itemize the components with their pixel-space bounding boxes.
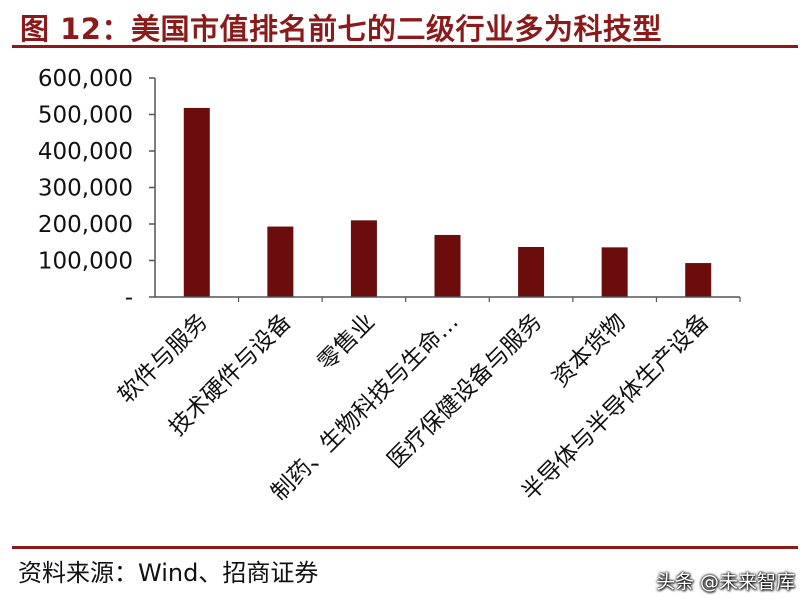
y-tick-label: 500,000 — [38, 103, 133, 129]
bar — [183, 107, 210, 298]
y-tick-label: 200,000 — [38, 212, 133, 238]
y-tick-label: 100,000 — [38, 249, 133, 275]
x-tick-label: 医疗保健设备与服务 — [383, 309, 548, 474]
title-rule — [12, 45, 798, 48]
source-rule — [12, 546, 798, 549]
x-tick-label: 零售业 — [313, 309, 380, 376]
y-tick-label: 300,000 — [38, 176, 133, 202]
source-note: 资料来源：Wind、招商证券 — [18, 559, 319, 587]
bar — [685, 263, 712, 297]
y-tick-label: 400,000 — [38, 139, 133, 165]
watermark: 头条 @未来智库 — [655, 571, 795, 593]
bar — [434, 234, 461, 297]
y-tick-label: - — [125, 285, 133, 311]
x-tick-label: 资本货物 — [547, 309, 630, 392]
figure-title: 图 12：美国市值排名前七的二级行业多为科技型 — [20, 12, 662, 46]
bars — [183, 107, 712, 298]
bar — [601, 247, 628, 297]
bar — [518, 246, 545, 297]
bar-chart: - 100,000 200,000 300,000 400,000 500,000 600,… — [38, 66, 741, 506]
y-axis: - 100,000 200,000 300,000 400,000 500,000 600,… — [38, 66, 156, 311]
y-tick-label: 600,000 — [38, 66, 133, 92]
bar — [350, 220, 377, 297]
bar — [267, 226, 294, 297]
